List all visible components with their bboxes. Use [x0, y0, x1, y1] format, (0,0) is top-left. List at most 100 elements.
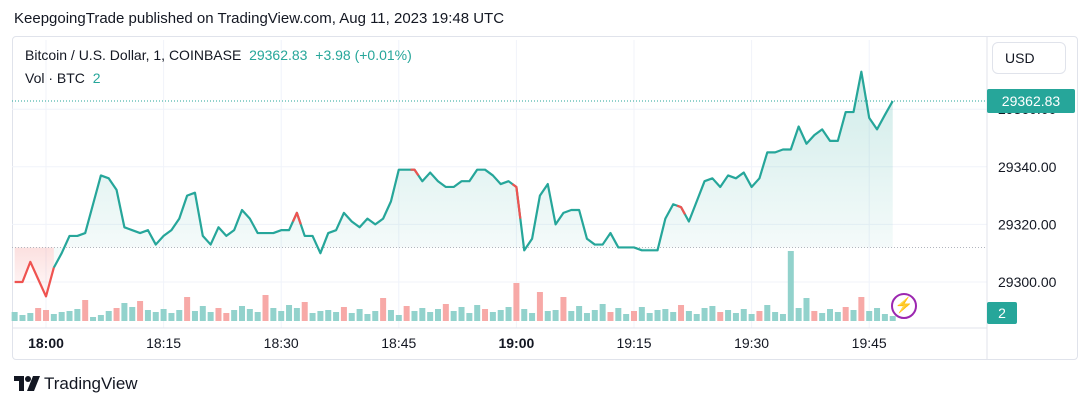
volume-bar [787, 251, 794, 321]
volume-bar [732, 313, 739, 321]
volume-bar [458, 307, 465, 321]
volume-bar [544, 311, 551, 321]
volume-bar [82, 300, 89, 321]
volume-bar [772, 312, 779, 321]
volume-bar [191, 311, 198, 321]
volume-bar [137, 301, 144, 321]
last-price-value: 29362.83 [249, 47, 308, 63]
volume-bar [881, 314, 888, 321]
volume-bar [184, 297, 191, 321]
volume-bar [340, 307, 347, 321]
volume-bar [66, 311, 73, 321]
volume-bar [552, 310, 559, 321]
area-fill-up [53, 71, 893, 268]
y-tick-label: 29320.00 [998, 216, 1057, 232]
volume-bar [435, 309, 441, 321]
volume-bar [874, 308, 881, 321]
volume-bar [662, 309, 669, 321]
tradingview-logo[interactable]: TradingView [14, 374, 138, 394]
volume-bar [301, 302, 308, 321]
volume-legend[interactable]: Vol · BTC 2 [25, 70, 100, 86]
symbol-legend[interactable]: Bitcoin / U.S. Dollar, 1, COINBASE 29362… [25, 47, 412, 63]
volume-bar [607, 312, 614, 321]
price-change-value: +3.98 (+0.01%) [315, 47, 412, 63]
volume-bar [560, 297, 567, 321]
volume-bar [536, 292, 543, 321]
published-line: KeepgoingTrade published on TradingView.… [14, 10, 505, 27]
volume-bar [529, 313, 536, 321]
volume-bar [207, 312, 214, 321]
volume-bar [427, 312, 434, 321]
volume-bar [246, 309, 253, 321]
volume-bar [803, 298, 810, 321]
volume-bar [521, 309, 528, 321]
price-line-down-segment [676, 204, 686, 215]
volume-bar [693, 314, 700, 321]
volume-bar [160, 309, 167, 321]
volume-label: Vol · BTC [25, 70, 85, 86]
volume-bar [356, 309, 363, 321]
lightning-icon[interactable]: ⚡ [891, 293, 917, 319]
x-tick-label: 18:45 [381, 335, 416, 351]
tv-logo-icon [14, 376, 40, 391]
volume-bar [317, 311, 324, 321]
volume-bar [842, 307, 849, 321]
volume-bar [850, 310, 857, 321]
volume-bar [364, 314, 371, 321]
volume-bar [576, 306, 583, 321]
volume-bar [152, 312, 159, 321]
volume-bar [215, 308, 222, 321]
volume-bar [419, 308, 426, 321]
volume-bar [450, 311, 457, 321]
volume-bar [631, 311, 637, 321]
volume-bar [144, 310, 151, 321]
volume-bar [58, 312, 65, 321]
volume-bar [403, 306, 410, 321]
volume-bar [380, 298, 387, 321]
volume-bar [223, 313, 230, 321]
volume-bar [74, 309, 81, 321]
volume-bar [819, 313, 826, 321]
volume-bar [638, 307, 645, 321]
price-line-down [14, 260, 55, 298]
volume-tag: 2 [987, 302, 1017, 324]
volume-value: 2 [92, 70, 101, 86]
volume-bar [654, 310, 661, 321]
volume-bar [35, 308, 42, 321]
x-tick-label: 19:45 [852, 335, 887, 351]
brand-name: TradingView [44, 374, 138, 393]
currency-button[interactable]: USD [992, 42, 1066, 74]
volume-bar [623, 314, 630, 321]
volume-bar [858, 297, 865, 321]
volume-bar [270, 308, 277, 321]
volume-bar [756, 311, 763, 321]
volume-bar [709, 306, 716, 321]
volume-bar [466, 313, 473, 321]
volume-bar [505, 307, 512, 321]
volume-bar [286, 305, 293, 321]
volume-bar [795, 308, 802, 321]
x-tick-label: 19:00 [498, 335, 534, 351]
volume-bar [239, 306, 245, 321]
volume-bar [372, 311, 379, 321]
volume-bar [411, 311, 418, 321]
volume-bar [387, 310, 394, 321]
volume-bar [889, 316, 896, 321]
volume-bar [121, 303, 128, 321]
volume-bar [701, 308, 708, 321]
volume-bar [309, 313, 316, 321]
volume-bar [489, 312, 496, 321]
volume-bar [231, 310, 238, 321]
volume-bar [779, 314, 786, 321]
volume-bar [113, 308, 120, 321]
volume-bar [513, 283, 520, 321]
volume-bar [497, 310, 504, 321]
volume-bar [834, 312, 841, 321]
volume-bar [348, 313, 355, 321]
volume-bar [333, 312, 340, 321]
volume-bar [278, 311, 285, 321]
volume-bar [646, 313, 653, 321]
volume-bar [474, 305, 481, 321]
volume-bar [27, 313, 34, 321]
volume-bar [19, 315, 26, 321]
